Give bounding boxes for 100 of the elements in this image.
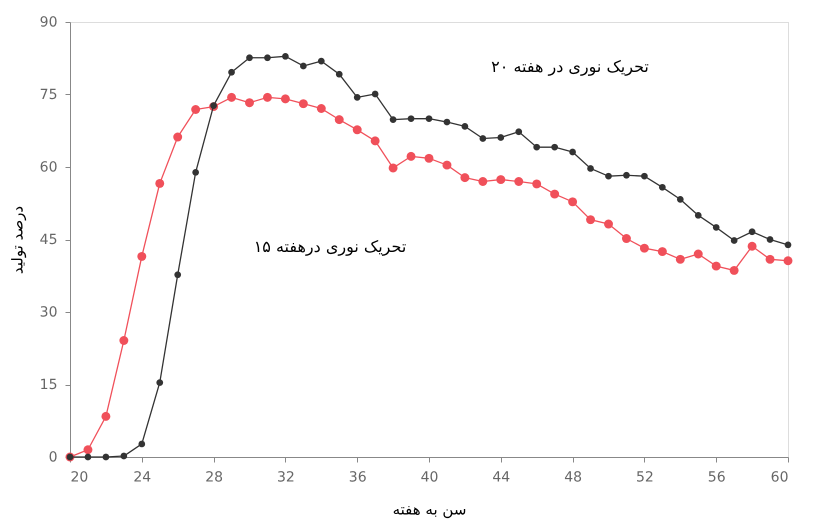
point [210, 102, 217, 109]
point [408, 115, 414, 122]
point [101, 412, 110, 421]
y-tick-label: 75 [40, 87, 58, 103]
point [406, 152, 416, 161]
point [658, 184, 666, 191]
point [262, 92, 272, 102]
point [442, 160, 452, 170]
x-tick-label: 52 [636, 470, 654, 486]
annotation: تحریک نوری در هفته ۲۰ [491, 57, 649, 76]
point [605, 172, 612, 180]
point [462, 123, 468, 130]
x-axis-title: سن به هفته [392, 500, 466, 518]
point [352, 125, 362, 134]
point [119, 336, 128, 345]
point [748, 242, 757, 251]
point [694, 212, 702, 219]
point [390, 116, 396, 123]
point [658, 247, 667, 256]
point [676, 196, 684, 203]
point [192, 168, 200, 176]
point [748, 228, 756, 236]
point [641, 172, 648, 180]
point [569, 148, 576, 156]
point [83, 445, 92, 454]
point [228, 68, 235, 76]
point [515, 128, 522, 136]
point [138, 440, 146, 448]
point [784, 256, 792, 266]
x-tick-label: 44 [492, 470, 510, 486]
point [388, 164, 398, 172]
point [460, 173, 470, 182]
point [84, 454, 92, 460]
point [155, 178, 164, 188]
y-tick-label: 60 [40, 160, 58, 176]
point [532, 179, 542, 188]
point [137, 252, 146, 261]
point [354, 94, 361, 101]
point [550, 190, 560, 199]
point [676, 254, 685, 264]
point [514, 177, 524, 186]
point [587, 165, 594, 172]
point [298, 99, 308, 108]
point [282, 52, 289, 60]
point [604, 220, 613, 228]
point [264, 54, 271, 62]
point [640, 244, 649, 253]
point [766, 236, 774, 243]
point [586, 215, 596, 224]
point [372, 90, 379, 98]
y-axis-title: درصد تولید [8, 206, 27, 274]
point [426, 115, 432, 122]
y-tick-label: 30 [40, 304, 58, 320]
point [784, 241, 792, 248]
point [336, 70, 343, 78]
point [120, 452, 128, 460]
point [174, 271, 182, 278]
point [568, 197, 578, 206]
x-tick-label: 56 [708, 470, 726, 486]
point [156, 379, 164, 386]
point [173, 132, 182, 142]
y-tick-label: 90 [40, 14, 58, 30]
point [300, 62, 307, 70]
point [280, 94, 290, 104]
point [246, 54, 253, 62]
point [316, 104, 326, 113]
point [478, 177, 488, 186]
point [424, 154, 434, 163]
point [444, 118, 450, 126]
point [496, 175, 506, 184]
point [730, 237, 738, 244]
x-tick-label: 20 [70, 470, 88, 486]
point [766, 254, 775, 264]
x-tick-label: 60 [770, 470, 788, 486]
x-tick-label: 24 [133, 470, 152, 486]
point [694, 250, 703, 258]
x-tick-label: 28 [205, 470, 224, 486]
point [318, 58, 325, 64]
point [712, 224, 720, 231]
x-tick-label: 36 [348, 470, 367, 486]
point [479, 135, 486, 142]
y-tick-label: 15 [40, 377, 58, 393]
point [227, 92, 236, 102]
x-tick-label: 48 [564, 470, 582, 486]
point [551, 144, 558, 151]
y-tick-label: 45 [40, 232, 58, 248]
point [245, 98, 254, 108]
point [334, 115, 344, 124]
point [497, 134, 504, 141]
point [623, 172, 630, 179]
point [533, 144, 540, 151]
point [370, 136, 380, 146]
point [191, 105, 200, 114]
annotation: تحریک نوری درهفته ۱۵ [254, 237, 406, 256]
point [102, 454, 110, 460]
point [730, 266, 739, 275]
y-tick-label: 0 [48, 450, 58, 466]
point [622, 234, 631, 243]
point [712, 262, 721, 271]
x-tick-label: 32 [276, 470, 295, 486]
